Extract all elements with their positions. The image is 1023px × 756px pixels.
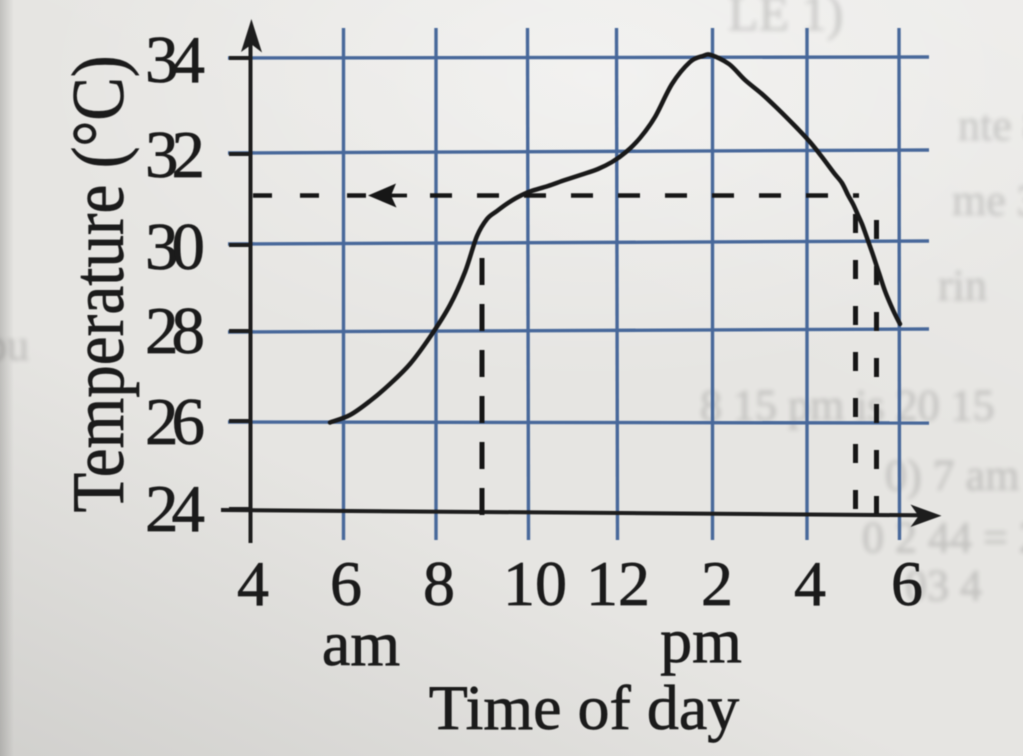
svg-text:6: 6 (330, 548, 362, 619)
svg-text:me 32 4: me 32 4 (952, 176, 1023, 225)
svg-text:10: 10 (503, 548, 567, 619)
svg-text:8: 8 (423, 548, 455, 619)
svg-text:34: 34 (145, 23, 205, 97)
svg-text:am: am (322, 608, 400, 679)
svg-text:LE 1): LE 1) (728, 0, 843, 41)
svg-text:28: 28 (145, 294, 205, 368)
svg-text:4: 4 (794, 548, 826, 619)
svg-text:Time of day: Time of day (429, 672, 740, 743)
svg-text:24: 24 (145, 472, 205, 546)
svg-text:32: 32 (145, 118, 205, 192)
svg-text:2: 2 (701, 548, 733, 619)
svg-text:pu: pu (0, 321, 29, 370)
svg-text:12: 12 (586, 548, 650, 619)
svg-text:6: 6 (891, 548, 923, 619)
svg-text:nte 8 15: nte 8 15 (958, 101, 1023, 150)
svg-text:4: 4 (237, 548, 269, 619)
svg-text:30: 30 (145, 210, 205, 284)
svg-text:0) 7 am: 0) 7 am (885, 451, 1019, 500)
svg-text:0 2 44 = 2 55: 0 2 44 = 2 55 (862, 513, 1023, 562)
svg-text:pm: pm (660, 605, 742, 676)
svg-text:03 4: 03 4 (905, 561, 982, 610)
svg-text:rin: rin (938, 261, 987, 310)
svg-text:26: 26 (145, 385, 205, 459)
svg-text:Temperature (°C): Temperature (°C) (58, 55, 140, 512)
